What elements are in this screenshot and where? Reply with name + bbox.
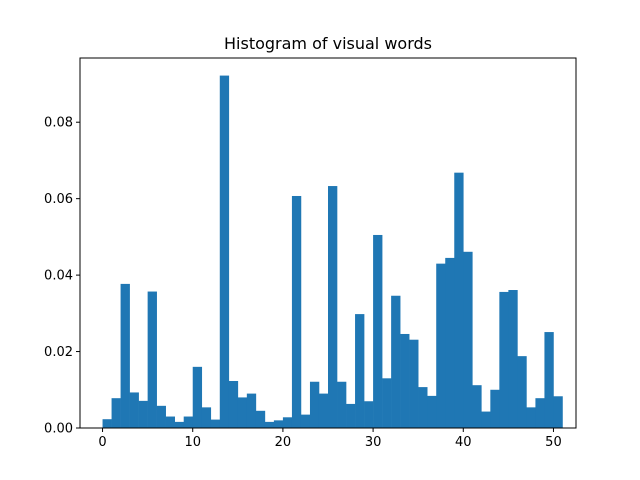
chart-title: Histogram of visual words (224, 34, 432, 53)
histogram-bar (174, 421, 185, 428)
histogram-bar (364, 401, 374, 428)
x-tick-label: 40 (455, 435, 472, 450)
histogram-bar (391, 295, 401, 428)
histogram-bar (544, 332, 554, 428)
histogram-bar (508, 290, 518, 428)
y-tick-label: 0.02 (44, 345, 73, 360)
histogram-bar (436, 263, 446, 428)
histogram-bar (328, 186, 338, 428)
histogram-bar (201, 407, 212, 428)
histogram-bar (472, 385, 482, 428)
histogram-bar (210, 419, 221, 428)
histogram-bar (400, 333, 410, 428)
histogram-bar (237, 397, 248, 428)
histogram-bar (309, 381, 320, 428)
plot-frame (79, 57, 577, 429)
histogram-bar (102, 419, 112, 428)
histogram-bar (129, 392, 139, 428)
histogram-bar (499, 291, 509, 428)
histogram-bar (219, 75, 230, 428)
histogram-bar (120, 283, 130, 428)
histogram-bar (409, 339, 419, 428)
y-axis: 0.00 0.02 0.04 0.06 0.08 (44, 116, 80, 437)
histogram-bar (346, 403, 356, 428)
histogram-bar (427, 395, 437, 428)
x-tick-label: 20 (275, 435, 292, 450)
histogram-bar (165, 416, 175, 428)
histogram-bar (526, 407, 536, 428)
histogram-bar (337, 381, 347, 428)
histogram-bar (445, 257, 455, 428)
histogram-bar (318, 393, 329, 428)
histogram-bar (300, 414, 311, 428)
histogram-bar (246, 393, 257, 428)
x-tick-label: 10 (184, 435, 201, 450)
histogram-bar (282, 417, 293, 428)
histogram-bar (418, 387, 428, 428)
histogram-bar (463, 251, 473, 428)
y-tick-label: 0.08 (44, 116, 73, 131)
histogram-bar (553, 396, 563, 428)
histogram-bar (228, 380, 239, 428)
x-tick-label: 0 (98, 435, 106, 450)
x-axis: 0 10 20 30 40 50 (98, 428, 562, 450)
histogram-bar (255, 410, 266, 428)
histogram-bar (490, 389, 500, 428)
x-tick-label: 30 (365, 435, 382, 450)
y-tick-label: 0.04 (44, 269, 73, 284)
x-tick-label: 50 (545, 435, 562, 450)
y-tick-label: 0.00 (44, 422, 73, 437)
histogram-bar (454, 172, 464, 428)
histogram-bar (373, 234, 383, 428)
histogram-bar (147, 291, 157, 428)
histogram-bar (481, 411, 491, 428)
histogram-bar (382, 378, 392, 428)
histogram-bar (138, 400, 148, 428)
histogram-bar (264, 421, 275, 428)
histogram-bar (291, 195, 302, 428)
histogram-bar (535, 398, 545, 428)
histogram-bar (355, 314, 365, 428)
histogram-bar (156, 405, 166, 428)
y-tick-label: 0.06 (44, 192, 73, 207)
histogram-bar (183, 416, 194, 428)
histogram-bar (273, 420, 284, 428)
histogram-bar (111, 398, 121, 428)
histogram-bar (192, 366, 203, 428)
histogram-bar (517, 356, 527, 428)
bars-group (102, 75, 563, 428)
